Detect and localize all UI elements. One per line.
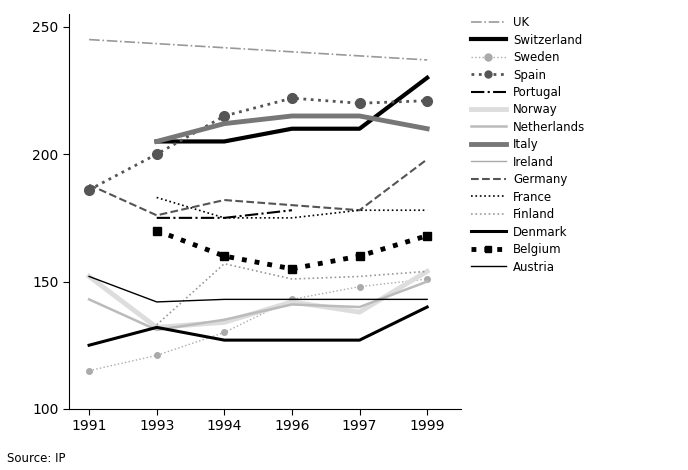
Legend: UK, Switzerland, Sweden, Spain, Portugal, Norway, Netherlands, Italy, Ireland, G: UK, Switzerland, Sweden, Spain, Portugal… (471, 16, 585, 274)
Text: Source: IP: Source: IP (7, 452, 65, 465)
